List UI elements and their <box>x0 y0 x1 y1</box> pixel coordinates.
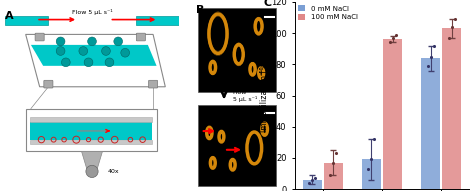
Circle shape <box>79 47 88 55</box>
FancyBboxPatch shape <box>30 117 152 122</box>
Text: 40x: 40x <box>108 169 119 174</box>
Point <box>389 36 396 39</box>
Bar <box>324 163 343 189</box>
Circle shape <box>86 165 98 177</box>
Circle shape <box>56 37 65 46</box>
FancyBboxPatch shape <box>26 109 156 151</box>
Point <box>333 152 340 155</box>
FancyBboxPatch shape <box>198 7 276 92</box>
Point <box>327 173 334 176</box>
Bar <box>421 58 440 189</box>
Text: A: A <box>5 11 14 21</box>
Circle shape <box>114 37 123 46</box>
Polygon shape <box>82 151 102 169</box>
Point <box>386 41 393 44</box>
Point <box>430 44 438 47</box>
Polygon shape <box>5 16 48 25</box>
Circle shape <box>101 47 110 55</box>
Point <box>367 158 375 161</box>
Point <box>451 18 459 21</box>
FancyBboxPatch shape <box>137 33 146 41</box>
Circle shape <box>105 58 114 67</box>
Point <box>365 167 372 170</box>
Point <box>445 36 453 39</box>
Point <box>371 138 378 141</box>
FancyBboxPatch shape <box>44 80 53 88</box>
Text: Flow 5 μL s⁻¹: Flow 5 μL s⁻¹ <box>72 9 112 15</box>
Circle shape <box>88 37 96 46</box>
Bar <box>442 28 461 189</box>
FancyBboxPatch shape <box>30 122 152 140</box>
Point <box>448 25 456 28</box>
Legend: 0 mM NaCl, 100 mM NaCl: 0 mM NaCl, 100 mM NaCl <box>298 5 358 20</box>
FancyBboxPatch shape <box>30 140 152 144</box>
Point <box>329 161 337 164</box>
Polygon shape <box>31 45 156 66</box>
FancyBboxPatch shape <box>148 80 158 88</box>
Polygon shape <box>136 16 179 25</box>
Text: Flow
5 μL s⁻¹: Flow 5 μL s⁻¹ <box>233 90 257 102</box>
Bar <box>303 180 322 189</box>
Bar <box>362 159 381 189</box>
Point <box>392 33 400 36</box>
Text: C: C <box>264 0 272 8</box>
Point <box>309 178 316 181</box>
Y-axis label: Immobilization [%]: Immobilization [%] <box>259 59 268 132</box>
FancyBboxPatch shape <box>198 105 276 186</box>
Polygon shape <box>26 34 165 87</box>
Point <box>305 181 313 184</box>
Circle shape <box>121 48 129 57</box>
Circle shape <box>62 58 70 67</box>
FancyBboxPatch shape <box>35 33 44 41</box>
Circle shape <box>56 47 65 55</box>
Point <box>311 177 319 180</box>
Circle shape <box>84 58 93 67</box>
Point <box>427 55 434 58</box>
Bar <box>383 39 402 189</box>
Text: B: B <box>196 5 205 15</box>
Point <box>424 64 431 67</box>
